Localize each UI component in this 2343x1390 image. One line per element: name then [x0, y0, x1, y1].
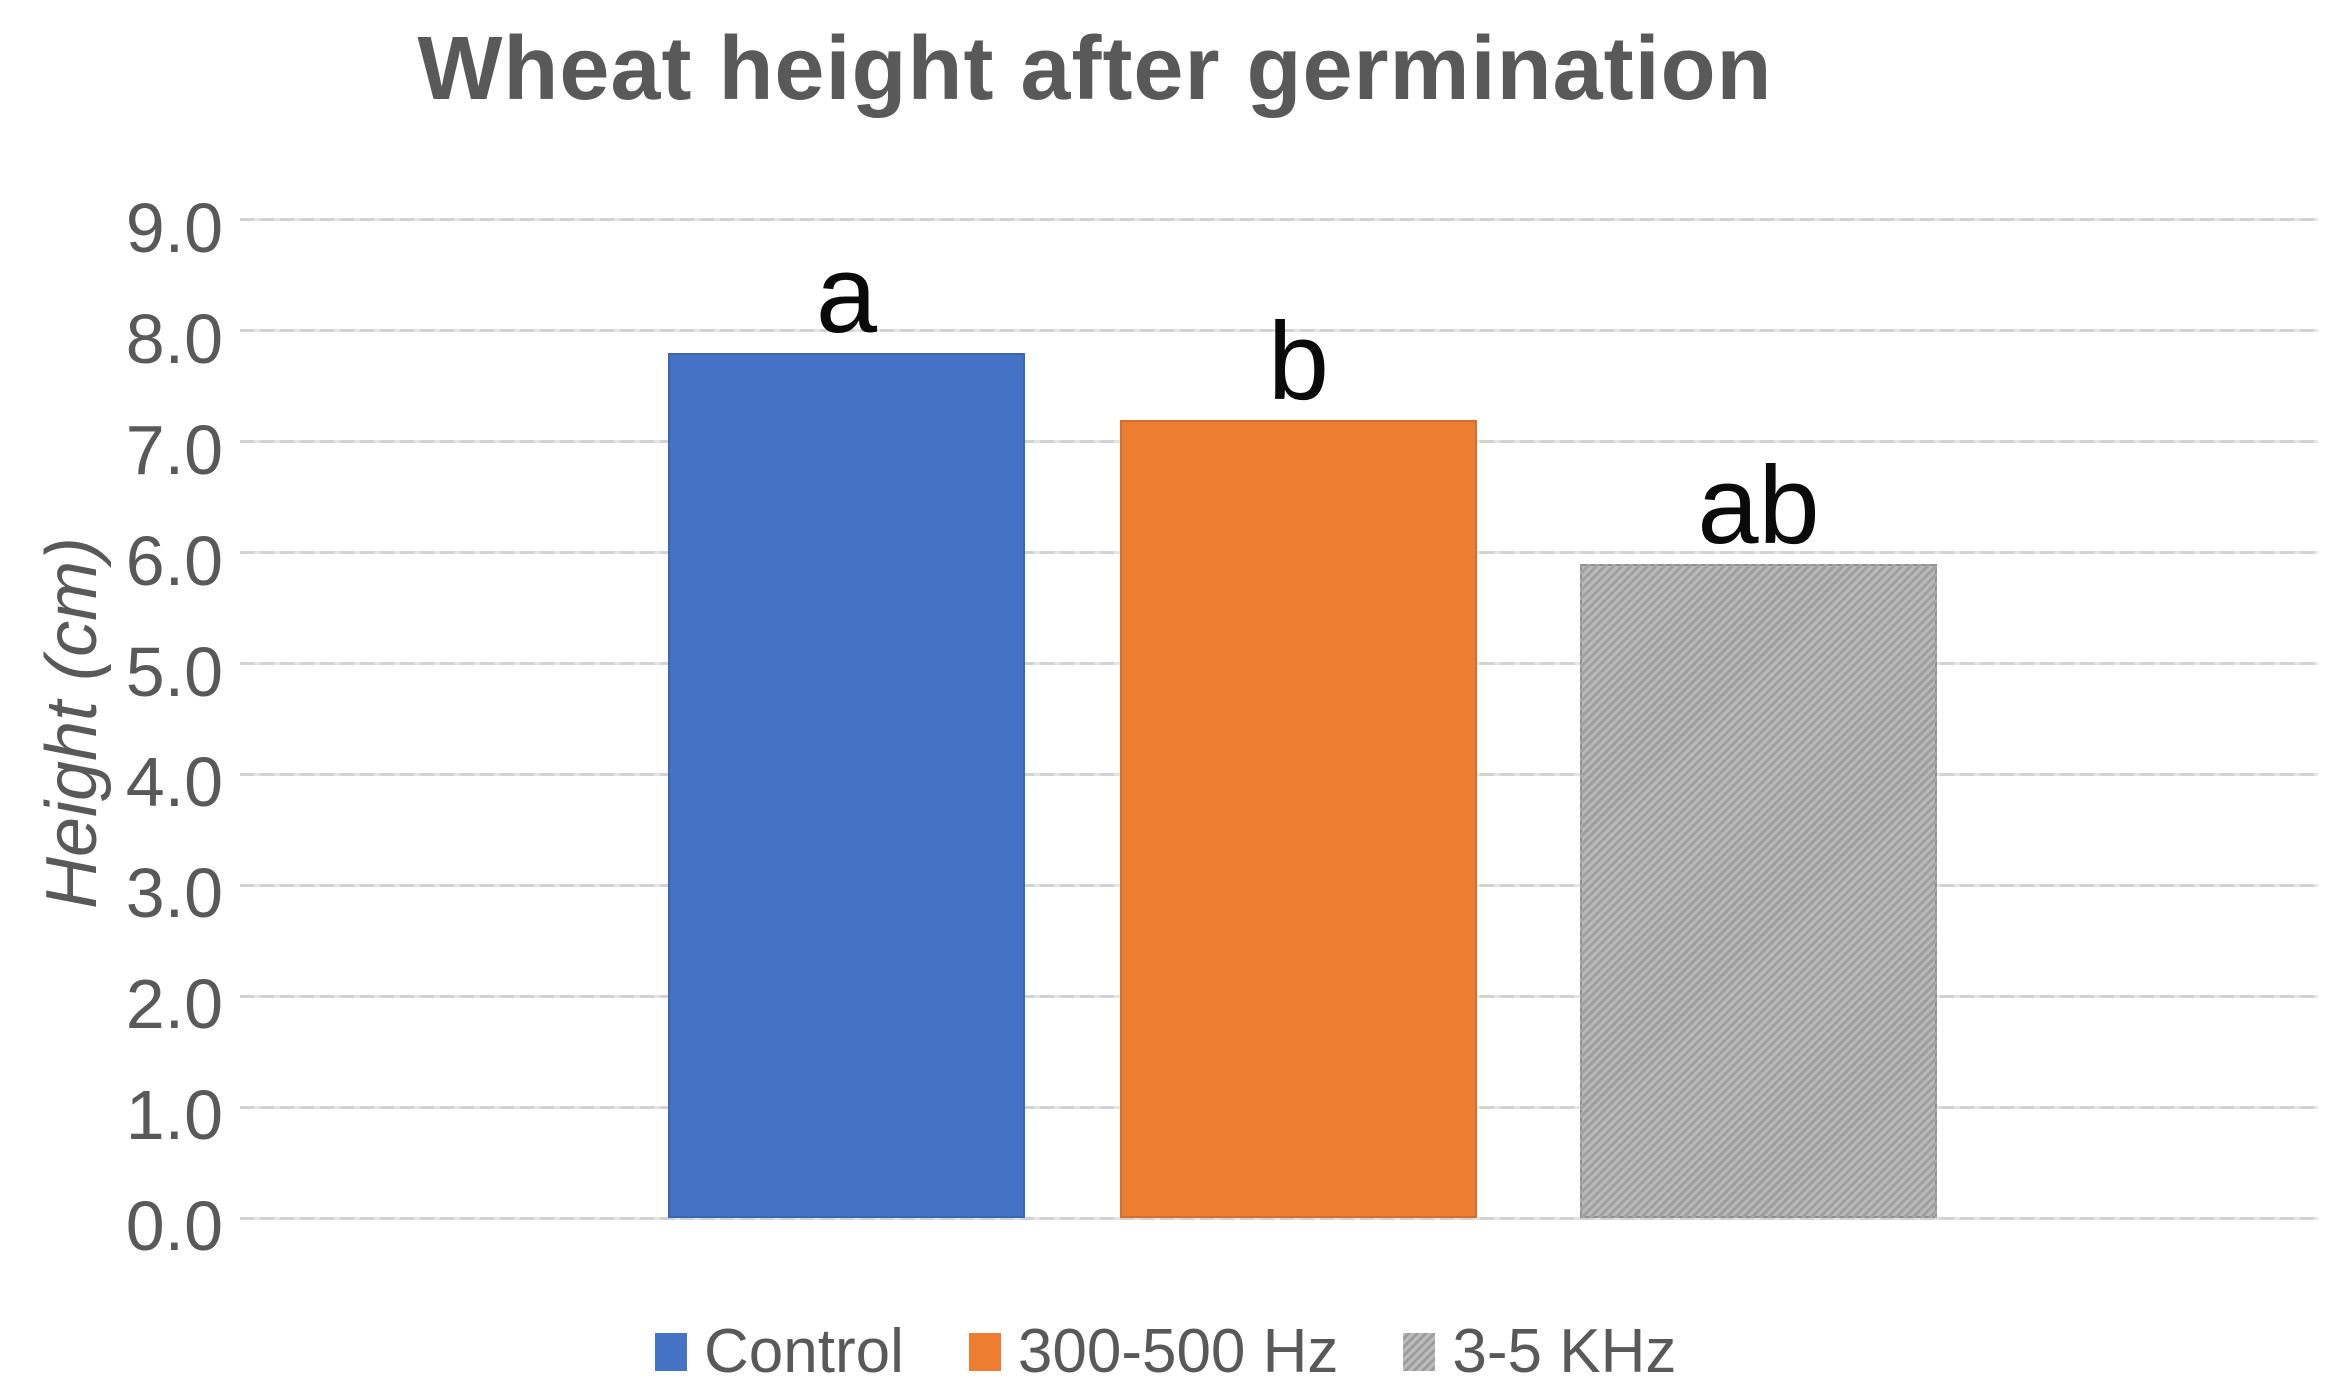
legend-item-control: Control — [655, 1316, 904, 1387]
y-tick-label-0.0: 0.0 — [125, 1187, 223, 1265]
bar-300-500-hz — [1120, 419, 1477, 1218]
legend-swatch-icon — [1403, 1332, 1436, 1371]
bar-control — [668, 352, 1025, 1218]
bar-3-5-khz — [1580, 563, 1937, 1218]
legend-item-3-5-khz: 3-5 KHz — [1403, 1316, 1676, 1387]
legend-item-300-500-hz: 300-500 Hz — [968, 1316, 1339, 1387]
y-tick-label-6.0: 6.0 — [125, 521, 223, 600]
legend: Control 300-500 Hz 3-5 KHz — [655, 1316, 1676, 1387]
y-tick-label-2.0: 2.0 — [125, 965, 223, 1044]
legend-swatch-icon — [655, 1332, 687, 1371]
y-tick-label-8.0: 8.0 — [125, 299, 223, 378]
significance-label-b: b — [1267, 299, 1330, 423]
y-tick-label-4.0: 4.0 — [125, 743, 223, 822]
chart-title: Wheat height after germination — [417, 19, 1773, 119]
significance-label-ab: ab — [1697, 443, 1820, 567]
y-tick-label-7.0: 7.0 — [125, 410, 223, 489]
legend-label: 300-500 Hz — [1017, 1317, 1339, 1386]
significance-label-a: a — [815, 232, 878, 356]
legend-label: Control — [704, 1317, 904, 1386]
y-tick-label-1.0: 1.0 — [125, 1076, 223, 1155]
gridline-9.0 — [240, 218, 2318, 222]
legend-swatch-icon — [968, 1332, 1001, 1371]
legend-label: 3-5 KHz — [1452, 1317, 1677, 1386]
gridline-0.0 — [240, 1216, 2318, 1220]
y-tick-label-5.0: 5.0 — [125, 632, 223, 711]
y-tick-label-9.0: 9.0 — [125, 188, 223, 267]
y-tick-label-3.0: 3.0 — [125, 854, 223, 933]
gridline-8.0 — [240, 329, 2318, 333]
